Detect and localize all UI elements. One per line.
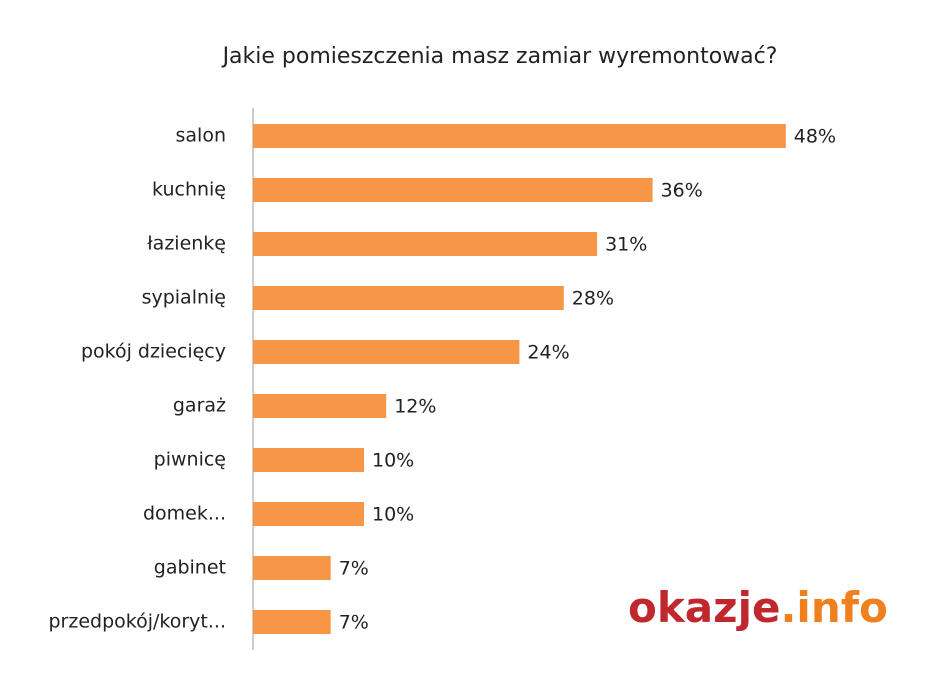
bar <box>253 394 387 418</box>
bar <box>253 502 364 526</box>
bar <box>253 448 364 472</box>
value-label: 48% <box>794 126 836 148</box>
value-label: 36% <box>661 180 703 202</box>
bar <box>253 340 520 364</box>
category-label: sypialnię <box>142 287 226 309</box>
value-label: 28% <box>572 288 614 310</box>
value-label: 7% <box>339 558 369 580</box>
value-label: 7% <box>339 612 369 634</box>
category-label: garaż <box>173 395 226 417</box>
category-label: piwnicę <box>154 449 226 471</box>
category-label: przedpokój/koryt... <box>49 611 227 633</box>
bar <box>253 610 331 634</box>
category-label: kuchnię <box>152 179 226 201</box>
category-label: domek... <box>143 503 226 525</box>
value-label: 10% <box>372 450 414 472</box>
bar <box>253 286 564 310</box>
bar <box>253 556 331 580</box>
logo-suffix: .info <box>780 583 887 632</box>
value-label: 31% <box>605 234 647 256</box>
value-label: 24% <box>527 342 569 364</box>
category-label: łazienkę <box>147 233 226 255</box>
value-label: 10% <box>372 504 414 526</box>
bar <box>253 178 653 202</box>
category-label: salon <box>176 125 227 147</box>
chart-title: Jakie pomieszczenia masz zamiar wyremont… <box>221 44 778 69</box>
bar <box>253 232 598 256</box>
category-label: pokój dziecięcy <box>81 341 226 363</box>
value-label: 12% <box>394 396 436 418</box>
logo-name: okazje <box>628 583 780 632</box>
category-label: gabinet <box>154 557 226 579</box>
logo: okazje.info <box>628 583 888 632</box>
bar <box>253 124 786 148</box>
